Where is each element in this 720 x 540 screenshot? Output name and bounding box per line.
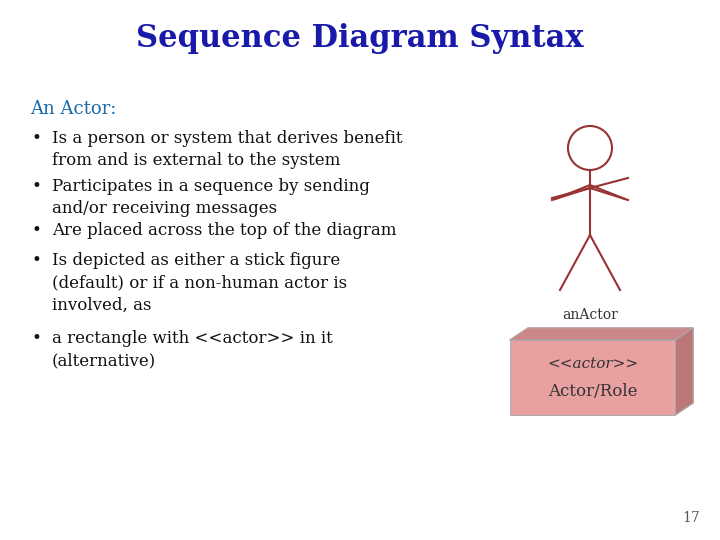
Text: •: • [32, 130, 42, 147]
Polygon shape [510, 328, 693, 340]
Text: •: • [32, 178, 42, 195]
Text: Is depicted as either a stick figure
(default) or if a non-human actor is
involv: Is depicted as either a stick figure (de… [52, 252, 347, 313]
Text: Sequence Diagram Syntax: Sequence Diagram Syntax [136, 23, 584, 53]
Text: Is a person or system that derives benefit
from and is external to the system: Is a person or system that derives benef… [52, 130, 402, 169]
Text: Participates in a sequence by sending
and/or receiving messages: Participates in a sequence by sending an… [52, 178, 370, 217]
Text: <<actor>>: <<actor>> [547, 357, 638, 371]
Text: 17: 17 [683, 511, 700, 525]
Text: An Actor:: An Actor: [30, 100, 117, 118]
Text: a rectangle with <<actor>> in it
(alternative): a rectangle with <<actor>> in it (altern… [52, 330, 333, 369]
Text: •: • [32, 222, 42, 239]
FancyBboxPatch shape [510, 340, 675, 415]
Text: •: • [32, 252, 42, 269]
Text: Actor/Role: Actor/Role [548, 382, 637, 400]
Text: •: • [32, 330, 42, 347]
Polygon shape [675, 328, 693, 415]
Text: Are placed across the top of the diagram: Are placed across the top of the diagram [52, 222, 397, 239]
Text: anActor: anActor [562, 308, 618, 322]
